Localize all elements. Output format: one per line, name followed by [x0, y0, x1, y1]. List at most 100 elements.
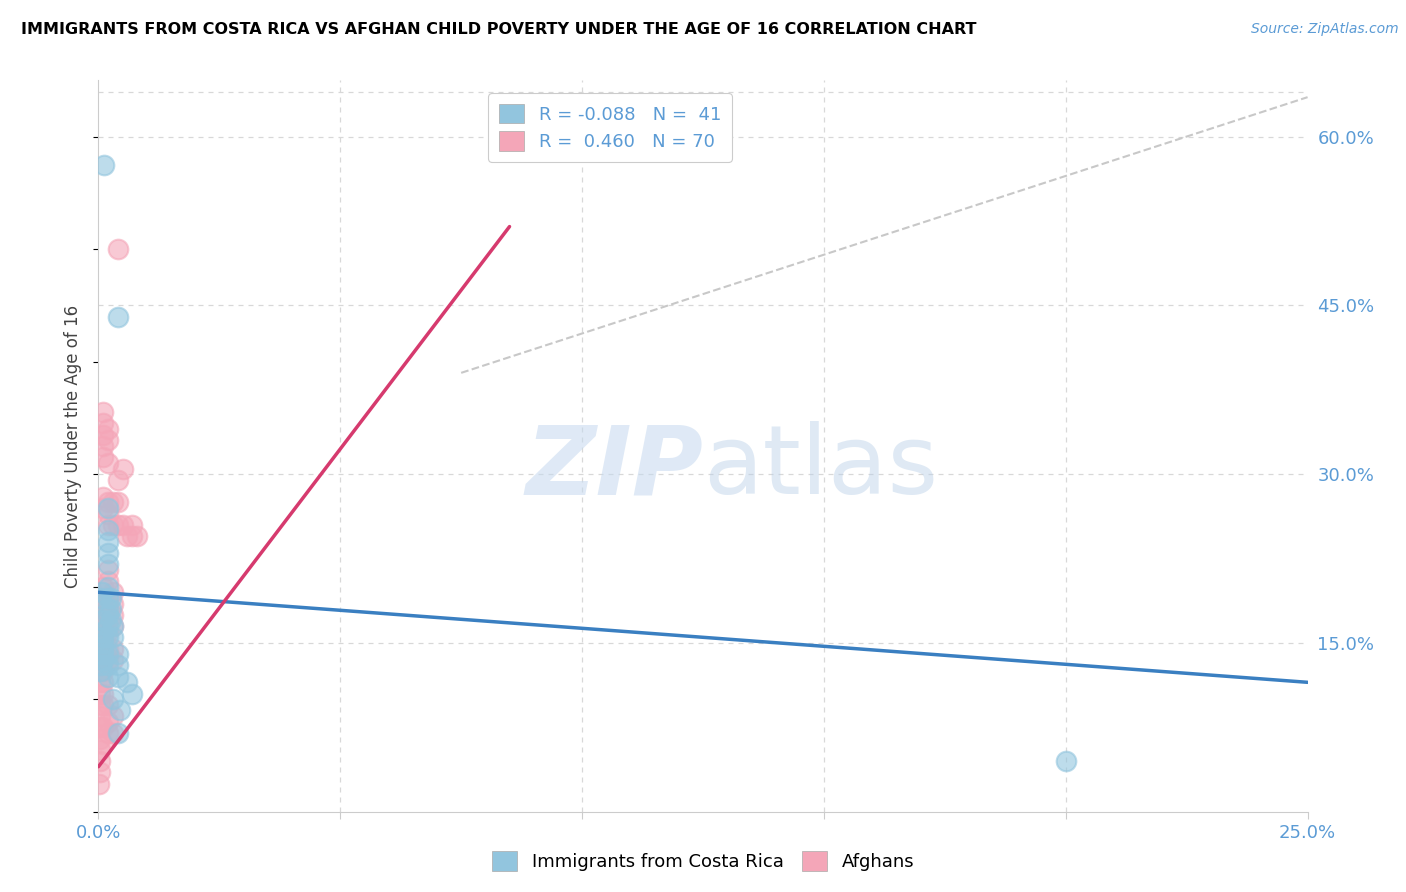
Point — [91, 653, 114, 667]
Point — [91, 641, 114, 656]
Point — [91, 675, 114, 690]
Text: IMMIGRANTS FROM COSTA RICA VS AFGHAN CHILD POVERTY UNDER THE AGE OF 16 CORRELATI: IMMIGRANTS FROM COSTA RICA VS AFGHAN CHI… — [21, 22, 977, 37]
Point — [91, 698, 114, 712]
Point — [91, 607, 114, 622]
Point — [97, 422, 120, 436]
Point — [107, 242, 129, 256]
Point — [101, 641, 124, 656]
Point — [89, 687, 111, 701]
Point — [97, 607, 120, 622]
Point — [91, 439, 114, 453]
Point — [89, 754, 111, 768]
Point — [101, 495, 124, 509]
Point — [97, 456, 120, 470]
Point — [101, 585, 124, 599]
Point — [108, 703, 131, 717]
Point — [90, 658, 112, 673]
Point — [91, 417, 114, 431]
Point — [97, 563, 120, 577]
Point — [91, 630, 114, 644]
Point — [101, 709, 124, 723]
Point — [101, 630, 124, 644]
Point — [97, 507, 120, 521]
Point — [91, 427, 114, 442]
Legend: R = -0.088   N =  41, R =  0.460   N = 70: R = -0.088 N = 41, R = 0.460 N = 70 — [488, 93, 733, 161]
Point — [89, 776, 111, 790]
Point — [97, 714, 120, 729]
Point — [97, 670, 120, 684]
Point — [91, 737, 114, 751]
Point — [107, 310, 129, 324]
Point — [97, 641, 120, 656]
Point — [97, 619, 120, 633]
Point — [121, 529, 143, 543]
Point — [97, 524, 120, 538]
Point — [89, 664, 111, 678]
Point — [97, 434, 120, 448]
Point — [107, 658, 129, 673]
Point — [90, 664, 112, 678]
Point — [97, 726, 120, 740]
Point — [111, 461, 134, 475]
Text: atlas: atlas — [703, 421, 938, 515]
Point — [91, 641, 114, 656]
Point — [89, 591, 111, 605]
Point — [101, 597, 124, 611]
Point — [97, 607, 120, 622]
Point — [91, 630, 114, 644]
Point — [100, 591, 122, 605]
Point — [101, 607, 124, 622]
Point — [97, 698, 120, 712]
Point — [91, 602, 114, 616]
Point — [91, 500, 114, 515]
Point — [107, 670, 129, 684]
Point — [89, 731, 111, 746]
Point — [97, 574, 120, 588]
Point — [89, 675, 111, 690]
Point — [91, 614, 114, 628]
Point — [89, 698, 111, 712]
Point — [89, 765, 111, 780]
Point — [91, 580, 114, 594]
Text: ZIP: ZIP — [524, 421, 703, 515]
Point — [121, 687, 143, 701]
Point — [89, 720, 111, 734]
Point — [100, 614, 122, 628]
Point — [97, 602, 120, 616]
Point — [97, 591, 120, 605]
Point — [97, 546, 120, 560]
Point — [1054, 754, 1077, 768]
Point — [91, 687, 114, 701]
Point — [107, 473, 129, 487]
Point — [107, 495, 129, 509]
Point — [101, 653, 124, 667]
Point — [91, 591, 114, 605]
Point — [111, 517, 134, 532]
Point — [107, 647, 129, 661]
Point — [90, 658, 112, 673]
Point — [97, 624, 120, 639]
Point — [91, 653, 114, 667]
Point — [93, 158, 115, 172]
Y-axis label: Child Poverty Under the Age of 16: Child Poverty Under the Age of 16 — [65, 304, 83, 588]
Point — [91, 720, 114, 734]
Point — [97, 597, 120, 611]
Point — [107, 726, 129, 740]
Point — [101, 726, 124, 740]
Point — [97, 653, 120, 667]
Point — [97, 500, 120, 515]
Point — [91, 405, 114, 419]
Point — [97, 630, 120, 644]
Point — [101, 517, 124, 532]
Point — [117, 675, 139, 690]
Point — [89, 709, 111, 723]
Point — [89, 743, 111, 757]
Point — [97, 580, 120, 594]
Point — [91, 619, 114, 633]
Point — [101, 692, 124, 706]
Point — [91, 624, 114, 639]
Point — [101, 619, 124, 633]
Point — [91, 664, 114, 678]
Point — [97, 534, 120, 549]
Text: Source: ZipAtlas.com: Source: ZipAtlas.com — [1251, 22, 1399, 37]
